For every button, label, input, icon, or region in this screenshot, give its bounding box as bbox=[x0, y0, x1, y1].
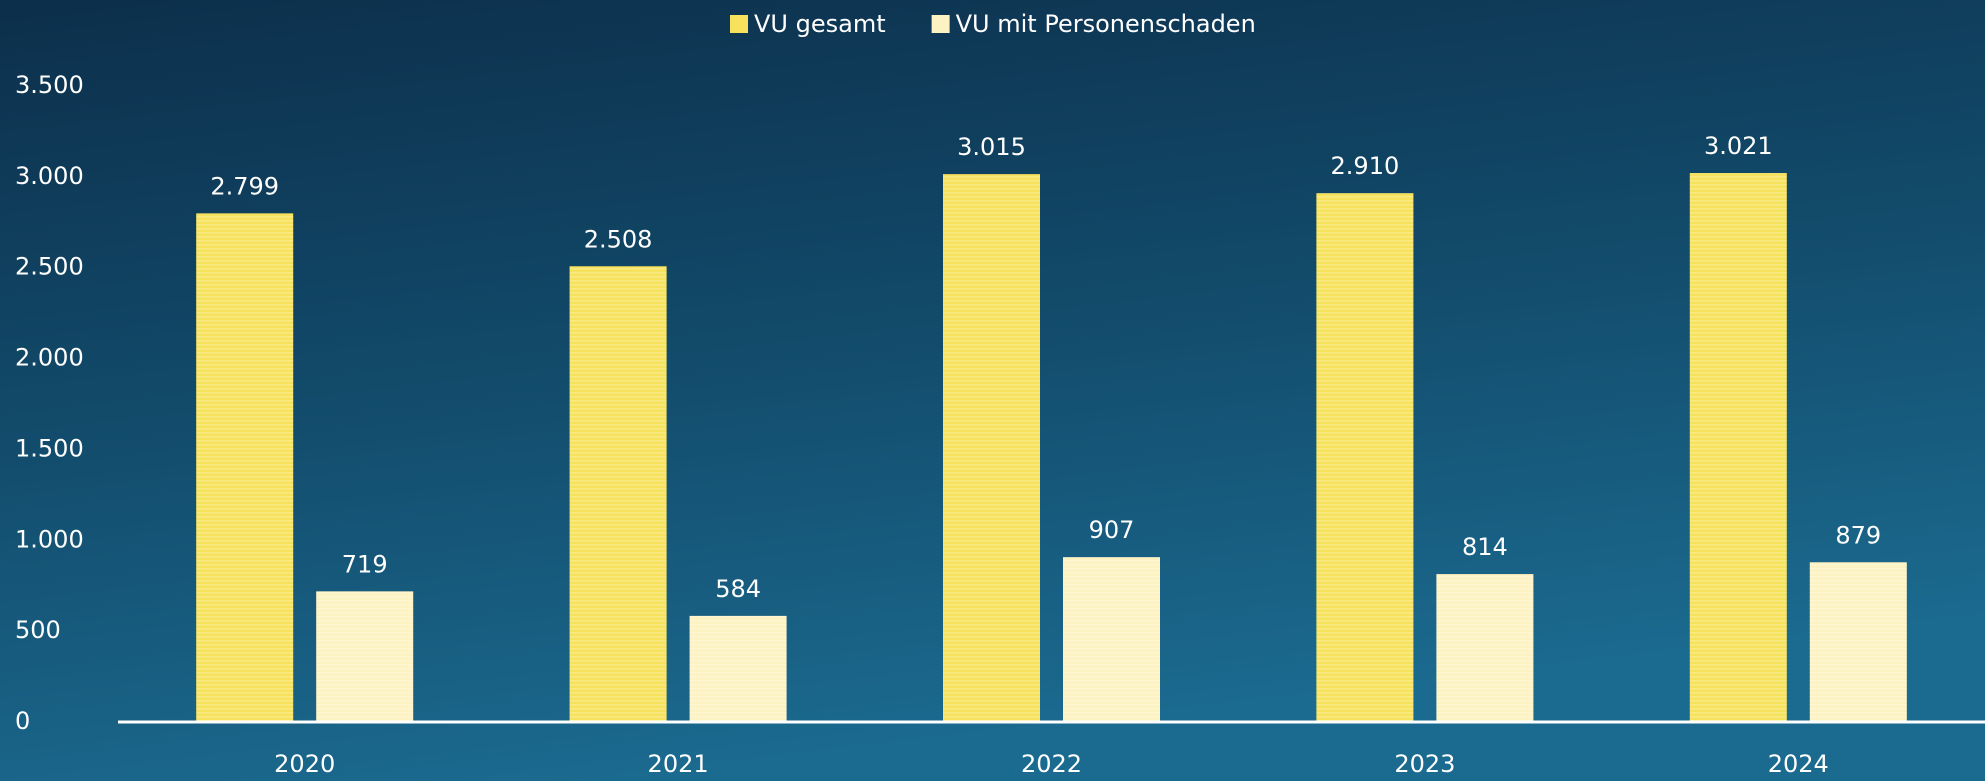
legend: VU gesamt VU mit Personenschaden bbox=[730, 10, 1256, 38]
data-label: 3.021 bbox=[1704, 132, 1773, 160]
y-tick-label: 2.000 bbox=[15, 344, 84, 372]
data-label: 719 bbox=[342, 550, 388, 578]
bar-texture bbox=[943, 174, 1040, 723]
y-tick-label: 0 bbox=[15, 707, 30, 735]
legend-label: VU gesamt bbox=[754, 10, 886, 38]
data-label: 814 bbox=[1462, 533, 1508, 561]
data-label: 2.799 bbox=[210, 172, 279, 200]
data-label: 2.508 bbox=[584, 225, 653, 253]
legend-swatch bbox=[730, 15, 748, 33]
y-tick-label: 3.500 bbox=[15, 71, 84, 99]
bar-texture bbox=[316, 591, 414, 722]
data-label: 879 bbox=[1835, 521, 1881, 549]
data-label: 2.910 bbox=[1331, 152, 1400, 180]
data-label: 3.015 bbox=[957, 133, 1026, 161]
bar-texture bbox=[1809, 562, 1907, 722]
x-tick-label: 2023 bbox=[1394, 750, 1455, 778]
x-tick-label: 2024 bbox=[1768, 750, 1829, 778]
y-tick-label: 1.000 bbox=[15, 525, 84, 553]
y-tick-label: 3.000 bbox=[15, 162, 84, 190]
data-label: 584 bbox=[715, 575, 761, 603]
x-tick-label: 2020 bbox=[274, 750, 335, 778]
y-tick-label: 2.500 bbox=[15, 253, 84, 281]
legend-label: VU mit Personenschaden bbox=[956, 10, 1256, 38]
y-tick-label: 500 bbox=[15, 616, 61, 644]
x-tick-label: 2021 bbox=[648, 750, 709, 778]
y-tick-label: 1.500 bbox=[15, 434, 84, 462]
bar-texture bbox=[1316, 193, 1414, 722]
bar-texture bbox=[1063, 557, 1160, 722]
bar-texture bbox=[1436, 574, 1534, 722]
legend-swatch bbox=[931, 15, 950, 33]
bar-texture bbox=[196, 213, 294, 722]
bar-texture bbox=[689, 615, 787, 722]
data-label: 907 bbox=[1089, 516, 1135, 544]
bar-texture bbox=[569, 266, 667, 722]
bar-texture bbox=[1689, 173, 1787, 722]
x-tick-label: 2022 bbox=[1021, 750, 1082, 778]
